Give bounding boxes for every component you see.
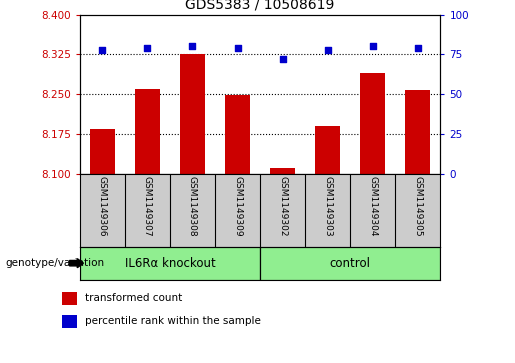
Text: control: control: [330, 257, 371, 270]
Bar: [135, 89, 160, 174]
Text: GSM1149309: GSM1149309: [233, 176, 242, 237]
Text: genotype/variation: genotype/variation: [5, 258, 104, 268]
Text: percentile rank within the sample: percentile rank within the sample: [85, 316, 261, 326]
Point: [414, 45, 422, 51]
Bar: [62, 315, 77, 328]
Bar: [80, 247, 260, 280]
Point: [233, 45, 242, 51]
Text: GSM1149302: GSM1149302: [278, 176, 287, 237]
Text: GSM1149304: GSM1149304: [368, 176, 377, 237]
Point: [323, 47, 332, 53]
Text: GSM1149307: GSM1149307: [143, 176, 152, 237]
Text: GSM1149305: GSM1149305: [414, 176, 422, 237]
Text: transformed count: transformed count: [85, 293, 182, 303]
Text: GSM1149303: GSM1149303: [323, 176, 332, 237]
Text: IL6Rα knockout: IL6Rα knockout: [125, 257, 215, 270]
Point: [188, 44, 197, 49]
Title: GDS5383 / 10508619: GDS5383 / 10508619: [185, 0, 335, 12]
Text: GSM1149306: GSM1149306: [98, 176, 107, 237]
Bar: [180, 54, 205, 174]
Point: [143, 45, 151, 51]
Bar: [90, 129, 115, 174]
Point: [279, 56, 287, 62]
Bar: [315, 126, 340, 174]
Text: GSM1149308: GSM1149308: [188, 176, 197, 237]
Bar: [225, 95, 250, 174]
Bar: [405, 90, 430, 174]
Bar: [360, 73, 385, 174]
Bar: [270, 168, 295, 174]
Bar: [260, 247, 440, 280]
Point: [98, 47, 107, 53]
Point: [369, 44, 377, 49]
Bar: [62, 292, 77, 305]
